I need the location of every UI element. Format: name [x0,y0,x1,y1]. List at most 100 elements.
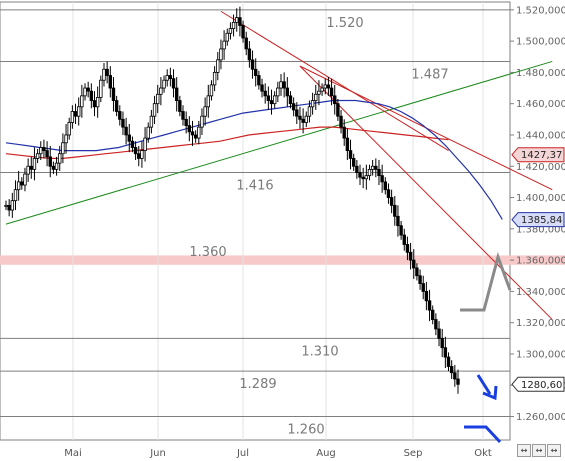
candle [10,192,15,218]
candle [317,80,321,106]
candle-body [266,95,271,101]
candle [345,128,350,160]
candle-body [415,267,419,277]
candle [86,81,90,98]
candle [162,75,166,93]
candle-body [140,150,144,159]
candle-body [209,84,214,97]
candle-body [355,165,359,173]
candle [449,360,454,379]
candle [67,117,71,140]
scroll-left-button[interactable]: ↔ [517,444,531,457]
candle-body [105,68,109,76]
candle [254,58,258,87]
candle [51,161,56,175]
y-tick-label: 1.460,000 [516,99,565,110]
candle-body [370,165,375,170]
candle-body [247,48,252,61]
candle [216,52,220,81]
candle [190,120,195,146]
candle-body [235,17,239,23]
candle [225,28,229,46]
candle [219,39,223,70]
candle-body [288,95,293,105]
y-tick-label: 1.320,000 [516,318,565,329]
candle [342,119,346,146]
candle-body [427,300,432,311]
candle [80,84,84,118]
candle [23,167,27,192]
candle [174,77,179,112]
candle-body [244,37,248,50]
candle-body [102,68,106,81]
candle [48,145,52,178]
candle [35,149,40,164]
candle-body [58,153,62,164]
candle [434,313,438,336]
price-tag [511,376,565,392]
candle-body [282,81,286,89]
candle-body [64,134,68,144]
candle [16,170,21,201]
candle [320,83,324,96]
candle [54,156,59,176]
candle-body [216,59,220,73]
candle [418,269,422,290]
candle-body [184,118,188,126]
candle [32,147,37,181]
candle-body [456,378,460,385]
candle-body [257,75,261,86]
candle-body [73,111,78,117]
candle-body [83,87,87,97]
candle-body [165,75,169,81]
x-tick-label: Okt [474,448,492,459]
candle [263,83,267,104]
candle [29,156,33,179]
zoom-out-button[interactable]: ↔ [532,444,546,457]
candle [279,73,283,96]
candle [238,6,242,37]
level-label: 1.416 [236,179,273,194]
candle [187,116,192,142]
candle-body [351,158,356,167]
candle-body [323,84,327,89]
scenario-up-arrow [460,251,512,312]
candle [45,141,49,167]
candle [386,183,391,204]
price-tag-label: 1427,37 [521,150,562,161]
candle-body [32,158,37,170]
candle-body [304,115,308,123]
y-tick-label: 1.520,000 [516,5,565,16]
candle [301,108,305,134]
candle-body [193,134,198,139]
candle [307,100,312,123]
candle [339,109,343,134]
resistance-zone [0,255,565,265]
trendline [220,10,449,152]
candle-body [86,87,90,92]
y-tick-label: 1.440,000 [516,130,565,141]
candle-body [314,93,318,101]
candle-body [276,87,280,97]
candle [143,127,147,162]
candle [83,83,87,101]
candle-body [393,204,397,217]
candle-body [399,225,403,236]
chart-navigation: ↔ ↔ ↔ [517,444,561,457]
candle-body [298,115,302,120]
candle [168,67,173,87]
candle [364,164,369,190]
candle [446,352,451,372]
candle-body [13,189,18,202]
candle [165,69,169,87]
candle [453,364,457,387]
candle-body [95,97,100,108]
candle-body [51,165,56,170]
candle-body [434,319,438,330]
scroll-right-button[interactable]: ↔ [547,444,561,457]
candle [4,200,8,211]
candle-body [203,106,207,117]
candle-body [222,40,226,50]
candle [20,177,24,190]
